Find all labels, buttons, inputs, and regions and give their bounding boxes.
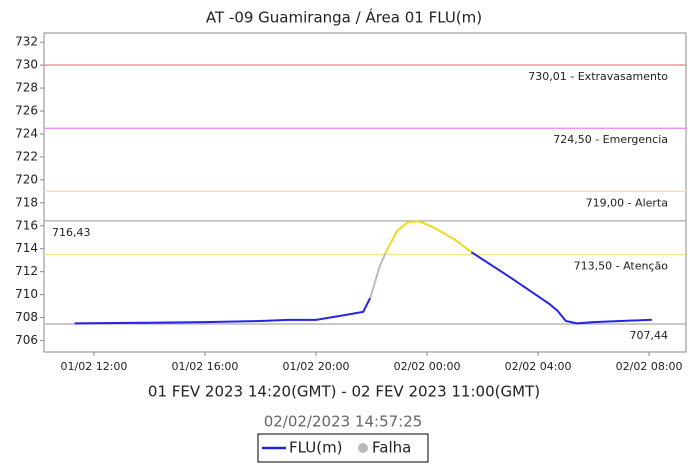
- threshold-label: 716,43: [52, 226, 91, 239]
- threshold-label: 724,50 - Emergencia: [553, 133, 668, 146]
- plot-area: [43, 32, 687, 353]
- legend-label: FLU(m): [289, 439, 343, 457]
- data-line: [74, 297, 372, 325]
- y-tick-label: 714: [15, 241, 38, 255]
- x-tick-label: 02/02 08:00: [616, 360, 683, 373]
- threshold-label: 730,01 - Extravasamento: [528, 70, 668, 83]
- y-tick-label: 726: [15, 104, 38, 118]
- threshold-label: 713,50 - Atenção: [574, 259, 669, 272]
- x-tick-label: 01/02 20:00: [283, 360, 350, 373]
- x-tick-label: 02/02 00:00: [394, 360, 461, 373]
- x-tick-label: 01/02 12:00: [61, 360, 128, 373]
- y-tick-label: 716: [15, 218, 38, 232]
- y-tick-label: 728: [15, 81, 38, 95]
- y-tick-label: 712: [15, 264, 38, 278]
- x-tick-label: 02/02 04:00: [505, 360, 572, 373]
- y-tick-label: 710: [15, 287, 38, 301]
- y-tick-label: 732: [15, 35, 38, 49]
- data-line: [470, 251, 652, 325]
- y-tick-label: 718: [15, 195, 38, 209]
- legend-label: Falha: [372, 439, 411, 457]
- y-tick-label: 708: [15, 310, 38, 324]
- y-tick-label: 730: [15, 58, 38, 72]
- x-axis-label: 01 FEV 2023 14:20(GMT) - 02 FEV 2023 11:…: [148, 383, 540, 401]
- legend-swatch: [358, 443, 368, 453]
- y-tick-label: 706: [15, 333, 38, 347]
- y-tick-label: 722: [15, 149, 38, 163]
- data-line: [384, 220, 473, 254]
- y-tick-label: 720: [15, 172, 38, 186]
- x-tick-label: 01/02 16:00: [172, 360, 239, 373]
- chart-title: AT -09 Guamiranga / Área 01 FLU(m): [206, 8, 482, 27]
- y-tick-label: 724: [15, 126, 38, 140]
- threshold-label: 707,44: [630, 329, 669, 342]
- threshold-label: 719,00 - Alerta: [586, 196, 668, 209]
- data-line: [369, 252, 387, 299]
- legend-box: [257, 433, 429, 463]
- subtitle: 02/02/2023 14:57:25: [264, 413, 423, 431]
